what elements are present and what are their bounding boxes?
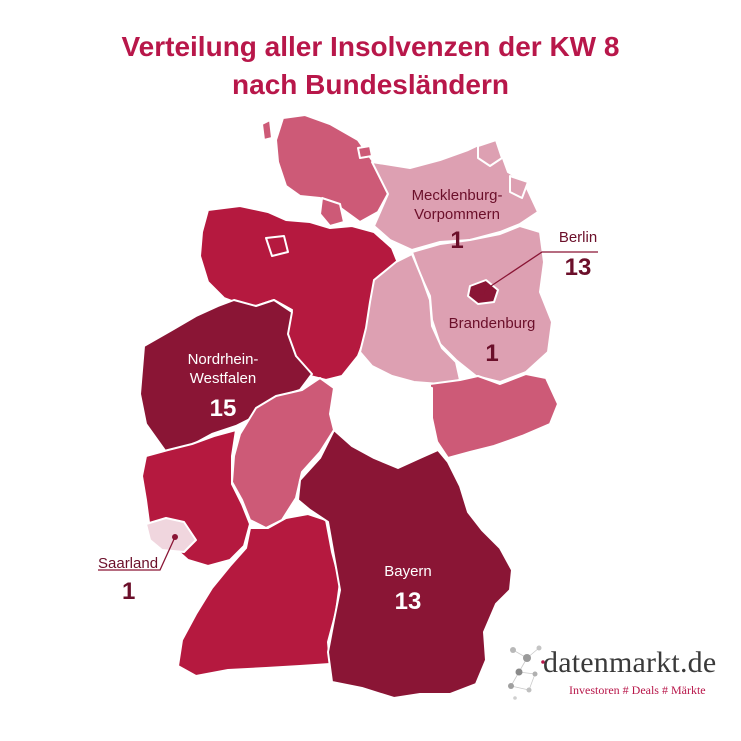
label-bayern: Bayern 13 bbox=[362, 562, 454, 617]
label-berlin-name: Berlin bbox=[558, 229, 598, 246]
label-nrw-name-line2: Westfalen bbox=[189, 370, 257, 387]
label-saarland: Saarland 1 bbox=[98, 554, 164, 607]
network-dots-icon bbox=[508, 645, 545, 700]
region-fehmarn-island bbox=[357, 145, 373, 159]
region-thueringen bbox=[327, 371, 439, 467]
label-nordrhein-westfalen: Nordrhein- Westfalen 15 bbox=[168, 350, 278, 424]
region-bremen bbox=[265, 235, 289, 257]
region-ruegen-island bbox=[477, 139, 503, 167]
berlin-callout-dot bbox=[479, 289, 485, 295]
label-mv-count: 1 bbox=[450, 227, 464, 254]
label-mv-name-line2: Vorpommern bbox=[414, 206, 500, 223]
region-usedom-island bbox=[509, 175, 529, 199]
label-brandenburg: Brandenburg 1 bbox=[440, 314, 544, 369]
label-bayern-count: 13 bbox=[394, 588, 422, 615]
region-sachsen bbox=[429, 373, 559, 459]
label-bayern-name: Bayern bbox=[384, 563, 432, 580]
logo-name: datenmarkt.de bbox=[543, 646, 717, 679]
logo-tagline: Investoren # Deals # Märkte bbox=[569, 683, 706, 697]
region-hamburg bbox=[319, 197, 345, 227]
label-nrw-count: 15 bbox=[209, 395, 237, 422]
region-saarland bbox=[145, 517, 197, 553]
title-line-2: nach Bundesländern bbox=[232, 69, 509, 100]
map-title: Verteilung aller Insolvenzen der KW 8 na… bbox=[0, 28, 741, 104]
label-brandenburg-name: Brandenburg bbox=[448, 315, 536, 332]
label-brandenburg-count: 1 bbox=[485, 340, 499, 367]
label-berlin: Berlin 13 bbox=[548, 228, 608, 283]
label-nrw-name-line1: Nordrhein- bbox=[187, 351, 259, 368]
region-baden-wuerttemberg bbox=[177, 513, 341, 677]
region-mecklenburg-vorpommern bbox=[371, 141, 539, 251]
region-bayern bbox=[297, 429, 513, 699]
label-mecklenburg-vorpommern: Mecklenburg- Vorpommern 1 bbox=[392, 186, 522, 256]
title-line-1: Verteilung aller Insolvenzen der KW 8 bbox=[121, 31, 620, 62]
label-berlin-count: 13 bbox=[564, 254, 592, 281]
datenmarkt-logo: datenmarkt.de Investoren # Deals # Märkt… bbox=[505, 640, 717, 710]
label-saarland-name: Saarland bbox=[98, 555, 159, 572]
saarland-callout-line bbox=[98, 536, 176, 571]
saarland-callout-dot bbox=[172, 534, 178, 540]
region-schleswig-holstein-island bbox=[261, 119, 273, 141]
region-schleswig-holstein bbox=[275, 114, 391, 223]
label-saarland-count: 1 bbox=[122, 578, 136, 605]
label-mv-name-line1: Mecklenburg- bbox=[411, 187, 503, 204]
berlin-callout-line bbox=[481, 251, 598, 293]
